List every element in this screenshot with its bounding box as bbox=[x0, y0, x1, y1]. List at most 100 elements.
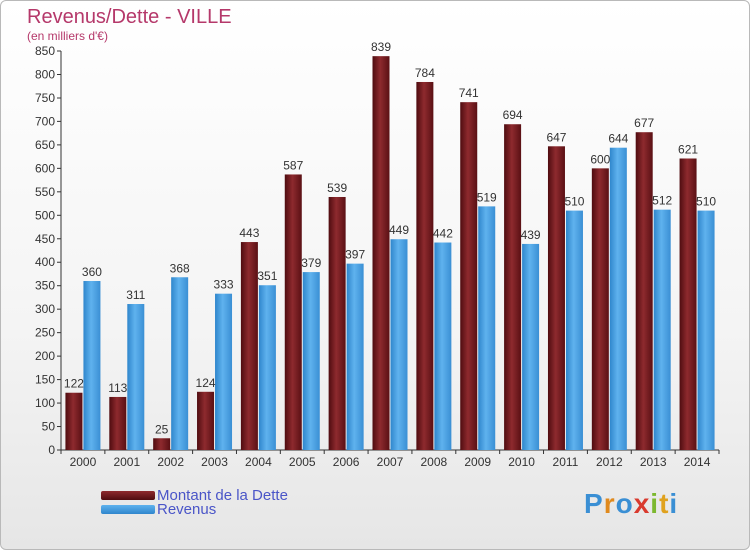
y-tick-label: 50 bbox=[42, 420, 56, 434]
bar-debt bbox=[460, 102, 478, 450]
logo-letter: x bbox=[633, 488, 651, 519]
x-tick-label: 2003 bbox=[201, 455, 228, 469]
y-tick-label: 300 bbox=[35, 302, 55, 316]
data-label-revenue: 510 bbox=[696, 195, 716, 209]
bar-revenue bbox=[434, 242, 452, 450]
data-label-revenue: 512 bbox=[652, 194, 672, 208]
data-label-debt: 587 bbox=[283, 158, 303, 172]
bar-debt bbox=[65, 392, 83, 450]
proxiti-logo: Proxiti bbox=[584, 488, 678, 520]
data-label-revenue: 644 bbox=[608, 132, 628, 146]
y-tick-label: 550 bbox=[35, 185, 55, 199]
x-tick-label: 2001 bbox=[113, 455, 140, 469]
data-label-debt: 677 bbox=[634, 116, 654, 130]
y-tick-label: 200 bbox=[35, 349, 55, 363]
data-label-debt: 621 bbox=[678, 142, 698, 156]
logo-letter: i bbox=[650, 488, 660, 519]
data-label-revenue: 333 bbox=[214, 278, 234, 292]
data-label-revenue: 439 bbox=[521, 228, 541, 242]
data-labels: 122 360 113 311 25 368 124 333 443 351 587 379 539 39… bbox=[64, 40, 716, 436]
data-label-revenue: 442 bbox=[433, 227, 453, 241]
bar-revenue bbox=[83, 281, 101, 450]
legend-item-debt: Montant de la Dette bbox=[101, 486, 288, 504]
bar-revenue bbox=[171, 277, 189, 450]
bar-revenue bbox=[697, 210, 715, 450]
x-tick-label: 2006 bbox=[333, 455, 360, 469]
x-tick-label: 2002 bbox=[157, 455, 184, 469]
logo-letter: t bbox=[659, 488, 670, 519]
y-tick-label: 850 bbox=[35, 44, 55, 58]
y-tick-label: 600 bbox=[35, 161, 55, 175]
bar-revenue bbox=[127, 304, 145, 450]
data-label-debt: 25 bbox=[155, 422, 169, 436]
data-label-debt: 124 bbox=[196, 376, 216, 390]
y-tick-label: 150 bbox=[35, 373, 55, 387]
logo-letter: r bbox=[603, 488, 616, 519]
chart-title: Revenus/Dette - VILLE bbox=[27, 6, 232, 28]
x-tick-label: 2009 bbox=[464, 455, 491, 469]
bar-revenue bbox=[258, 285, 276, 450]
data-label-debt: 539 bbox=[327, 181, 347, 195]
bar-revenue bbox=[215, 293, 233, 450]
data-label-revenue: 397 bbox=[345, 248, 365, 262]
data-label-revenue: 311 bbox=[126, 288, 145, 302]
data-label-revenue: 519 bbox=[477, 190, 497, 204]
y-tick-label: 350 bbox=[35, 279, 55, 293]
logo-letter: o bbox=[615, 488, 634, 519]
bar-debt bbox=[109, 396, 127, 450]
x-tick-label: 2008 bbox=[421, 455, 448, 469]
y-tick-label: 0 bbox=[48, 443, 55, 457]
x-tick-label: 2005 bbox=[289, 455, 316, 469]
data-label-debt: 784 bbox=[415, 66, 435, 80]
y-tick-label: 750 bbox=[35, 91, 55, 105]
bar-debt bbox=[416, 81, 434, 451]
legend-label-debt: Montant de la Dette bbox=[157, 486, 288, 504]
legend-swatch-revenue bbox=[101, 504, 155, 514]
y-tick-label: 250 bbox=[35, 326, 55, 340]
data-label-debt: 741 bbox=[459, 86, 479, 100]
data-label-revenue: 351 bbox=[257, 269, 277, 283]
bar-debt bbox=[547, 146, 565, 450]
y-tick-label: 500 bbox=[35, 208, 55, 222]
y-tick-label: 450 bbox=[35, 232, 55, 246]
data-label-debt: 839 bbox=[371, 40, 391, 54]
data-label-revenue: 368 bbox=[170, 261, 190, 275]
bar-revenue bbox=[609, 147, 627, 450]
bar-debt bbox=[679, 158, 697, 450]
bar-debt bbox=[372, 56, 390, 451]
data-label-revenue: 510 bbox=[564, 195, 584, 209]
bar-debt bbox=[197, 391, 215, 450]
bar-debt bbox=[153, 438, 171, 450]
x-tick-label: 2013 bbox=[640, 455, 667, 469]
y-tick-label: 800 bbox=[35, 67, 55, 81]
bar-revenue bbox=[522, 243, 540, 450]
x-tick-label: 2012 bbox=[596, 455, 623, 469]
data-label-debt: 443 bbox=[239, 226, 259, 240]
bar-revenue bbox=[653, 209, 671, 450]
data-label-revenue: 449 bbox=[389, 223, 409, 237]
data-label-debt: 647 bbox=[546, 130, 566, 144]
x-tick-label: 2004 bbox=[245, 455, 272, 469]
bar-debt bbox=[284, 174, 302, 450]
y-tick-label: 650 bbox=[35, 138, 55, 152]
logo-letter: P bbox=[584, 488, 604, 519]
chart-subtitle: (en milliers d'€) bbox=[27, 29, 108, 43]
data-label-revenue: 360 bbox=[82, 265, 102, 279]
x-tick-label: 2000 bbox=[70, 455, 97, 469]
axes: 0 50 100 150 200 250 300 350 400 450 500 550 600 650 7… bbox=[35, 44, 720, 469]
bar-revenue bbox=[478, 206, 496, 450]
y-tick-label: 400 bbox=[35, 255, 55, 269]
data-label-debt: 694 bbox=[503, 108, 523, 122]
bar-revenue bbox=[302, 272, 320, 450]
data-label-debt: 113 bbox=[108, 381, 127, 395]
bar-debt bbox=[240, 242, 258, 450]
legend-label-revenue: Revenus bbox=[157, 500, 217, 518]
legend-item-revenue: Revenus bbox=[101, 500, 217, 518]
x-tick-label: 2014 bbox=[684, 455, 711, 469]
bar-debt bbox=[504, 124, 522, 450]
data-label-debt: 122 bbox=[64, 377, 84, 391]
bar-debt bbox=[328, 196, 346, 450]
bar-revenue bbox=[565, 210, 583, 450]
